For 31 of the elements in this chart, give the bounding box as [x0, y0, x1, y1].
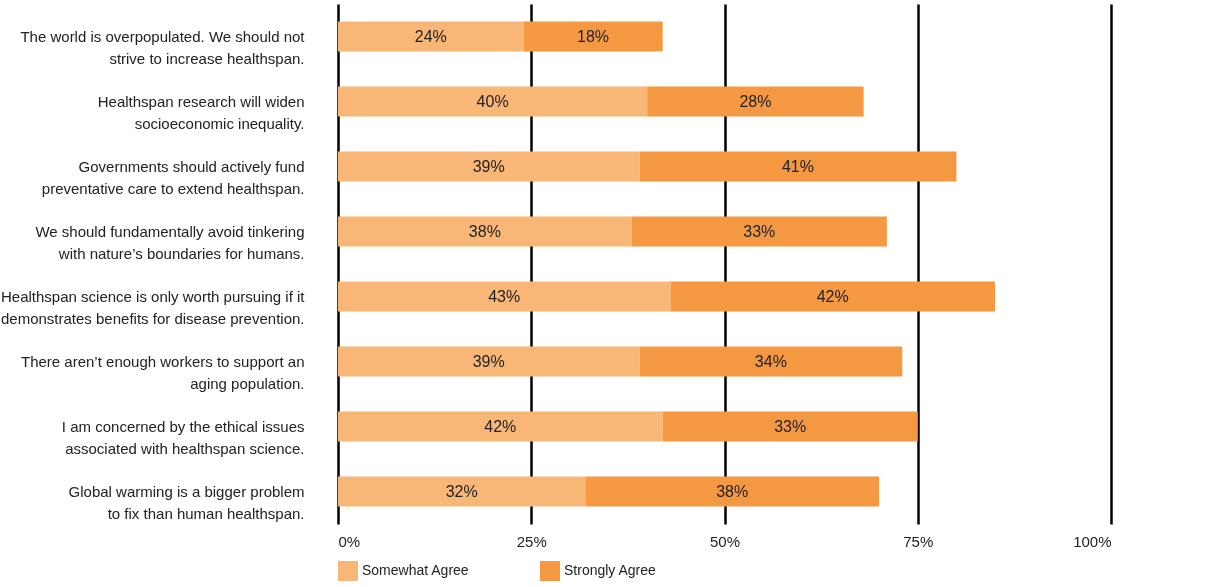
x-tick-label: 100% [1073, 532, 1112, 550]
legend-label: Strongly Agree [564, 562, 657, 578]
y-tick-label: Governments should actively fund preventative care to extend healthspan. [41, 157, 305, 197]
x-tick-label: 25% [516, 532, 547, 550]
y-tick-label: Healthspan research will widen socioeconomic inequality. [97, 92, 305, 132]
data-label: 32% [445, 482, 478, 500]
data-label: 39% [472, 157, 505, 175]
y-tick-label: Healthspan science is only worth pursuing if it demonstrates benefits for disease prevention. [0, 287, 306, 327]
data-label: 41% [781, 157, 814, 175]
x-tick-label: 0% [338, 532, 361, 550]
data-label: 33% [774, 417, 807, 435]
y-tick-label: There aren’t enough workers to support an aging population. [21, 352, 305, 392]
data-label: 38% [716, 482, 749, 500]
y-tick-label: The world is overpopulated. We should not strive to increase healthspan. [20, 27, 306, 67]
data-label: 28% [739, 92, 772, 110]
x-tick-label: 50% [709, 532, 741, 550]
data-label: 34% [754, 352, 787, 370]
x-tick-label: 75% [903, 532, 934, 550]
data-label: 18% [577, 27, 610, 45]
data-label: 42% [816, 287, 849, 305]
data-label: 40% [476, 92, 509, 110]
y-tick-label: I am concerned by the ethical issues associated with healthspan science. [61, 417, 305, 457]
data-label: 24% [414, 27, 447, 45]
data-label: 42% [484, 417, 517, 435]
legend-label: Somewhat Agree [362, 562, 469, 578]
data-label: 33% [743, 222, 776, 240]
y-tick-label: Global warming is a bigger problem to fix than human healthspan. [68, 482, 305, 522]
y-tick-label: We should fundamentally avoid tinkering with nature’s boundaries for humans. [35, 222, 305, 262]
data-label: 38% [468, 222, 501, 240]
data-label: 43% [488, 287, 521, 305]
data-label: 39% [472, 352, 505, 370]
